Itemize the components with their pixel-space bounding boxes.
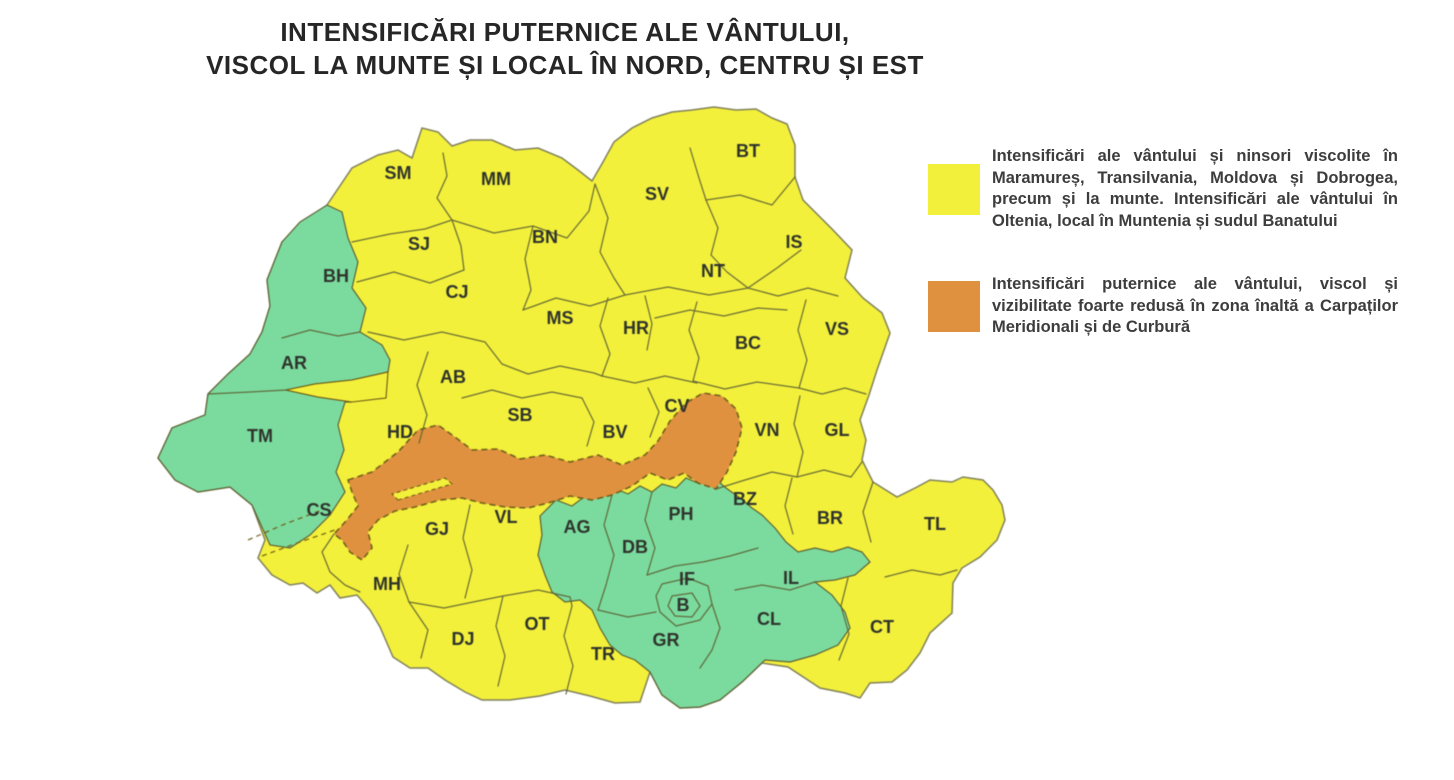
county-label-HR: HR — [623, 318, 649, 338]
county-label-IS: IS — [785, 232, 802, 252]
county-label-VL: VL — [494, 507, 517, 527]
county-label-SB: SB — [507, 405, 532, 425]
county-label-BT: BT — [736, 141, 760, 161]
county-label-VN: VN — [754, 420, 779, 440]
county-label-HD: HD — [387, 422, 413, 442]
county-label-IF: IF — [679, 569, 695, 589]
legend-item-orange: Intensificări puternice ale vântului, vi… — [928, 274, 1398, 339]
county-label-NT: NT — [701, 261, 725, 281]
county-label-MM: MM — [481, 169, 511, 189]
county-label-MH: MH — [373, 574, 401, 594]
legend-item-yellow: Intensificări ale vântului și ninsori vi… — [928, 146, 1398, 232]
county-label-TL: TL — [924, 514, 946, 534]
county-label-DJ: DJ — [451, 629, 474, 649]
county-label-BH: BH — [323, 266, 349, 286]
map-legend: Intensificări ale vântului și ninsori vi… — [928, 146, 1398, 381]
county-label-BV: BV — [602, 422, 627, 442]
county-label-CV: CV — [664, 396, 689, 416]
dashed-zone-boundaries — [247, 509, 336, 557]
county-label-MS: MS — [547, 308, 574, 328]
county-label-CS: CS — [306, 500, 331, 520]
county-label-B: B — [677, 595, 690, 615]
county-label-AB: AB — [440, 367, 466, 387]
county-label-AG: AG — [564, 517, 591, 537]
county-label-SV: SV — [645, 184, 669, 204]
county-label-CL: CL — [757, 609, 781, 629]
county-label-OT: OT — [525, 614, 550, 634]
county-label-GJ: GJ — [425, 519, 449, 539]
county-label-CJ: CJ — [445, 282, 468, 302]
county-label-CT: CT — [870, 617, 894, 637]
orange-warning-zone — [332, 392, 743, 562]
county-label-TR: TR — [591, 644, 615, 664]
county-label-IL: IL — [783, 568, 799, 588]
title-line-2: VISCOL LA MUNTE ȘI LOCAL ÎN NORD, CENTRU… — [206, 50, 924, 80]
orange-warning-swatch — [928, 280, 980, 332]
county-label-DB: DB — [622, 537, 648, 557]
county-label-TM: TM — [247, 426, 273, 446]
yellow-warning-swatch — [928, 163, 980, 215]
title-line-1: INTENSIFICĂRI PUTERNICE ALE VÂNTULUI, — [280, 17, 850, 47]
green-zone-west — [157, 204, 391, 549]
orange-warning-description: Intensificări puternice ale vântului, vi… — [992, 275, 1398, 336]
county-label-BR: BR — [817, 508, 843, 528]
county-borders — [207, 147, 958, 695]
county-label-VS: VS — [825, 319, 849, 339]
county-label-PH: PH — [668, 504, 693, 524]
county-label-BC: BC — [735, 333, 761, 353]
yellow-warning-description: Intensificări ale vântului și ninsori vi… — [992, 147, 1398, 230]
green-zone-south — [537, 477, 871, 709]
yellow-wedge-ar-tm — [285, 371, 389, 403]
county-label-SM: SM — [385, 163, 412, 183]
county-label-AR: AR — [281, 353, 307, 373]
map-title: INTENSIFICĂRI PUTERNICE ALE VÂNTULUI, VI… — [110, 16, 1020, 82]
county-label-SJ: SJ — [408, 234, 430, 254]
yellow-sliver-in-orange — [390, 477, 454, 501]
county-label-GL: GL — [825, 420, 850, 440]
county-label-BN: BN — [532, 227, 558, 247]
county-label-GR: GR — [653, 630, 680, 650]
county-label-BZ: BZ — [733, 489, 757, 509]
